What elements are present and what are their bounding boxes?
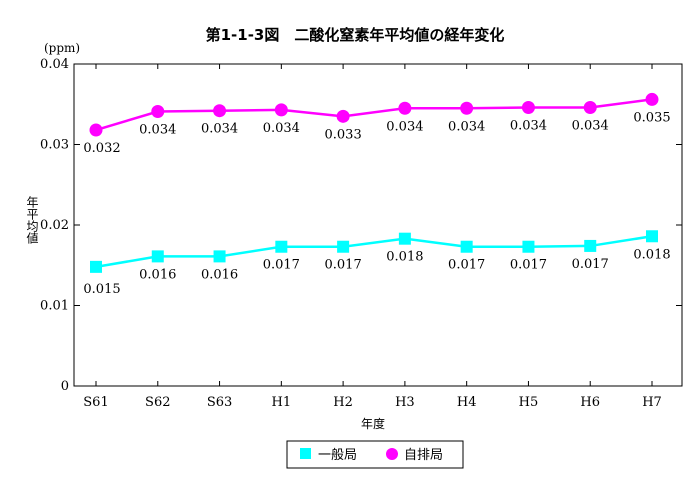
x-tick-label: S61 xyxy=(83,395,108,410)
data-point xyxy=(584,239,597,252)
data-label: 0.017 xyxy=(572,257,609,272)
data-label: 0.018 xyxy=(633,247,670,262)
data-label: 0.017 xyxy=(325,258,362,273)
x-tick-label: H2 xyxy=(333,395,353,410)
x-tick-label: H3 xyxy=(395,395,415,410)
legend-marker-ippankyoku xyxy=(300,448,311,459)
data-label: 0.034 xyxy=(386,119,423,134)
data-label: 0.018 xyxy=(386,250,423,265)
data-point xyxy=(213,104,227,118)
x-axis: S61 S62 S63 H1 H2 H3 H4 H5 H6 H7 xyxy=(83,64,662,410)
x-tick-label: H4 xyxy=(457,395,477,410)
data-point xyxy=(89,123,103,137)
y-unit-label: (ppm) xyxy=(44,41,80,55)
x-tick-label: S62 xyxy=(145,395,170,410)
data-label: 0.017 xyxy=(510,258,547,273)
x-tick-label: H1 xyxy=(272,395,292,410)
data-point xyxy=(522,240,535,253)
legend-box xyxy=(286,440,464,469)
data-point xyxy=(521,100,535,114)
legend: 一般局 自排局 xyxy=(286,440,464,469)
data-point xyxy=(460,240,473,253)
y-axis-label: 年平均値 xyxy=(25,196,39,244)
data-label: 0.034 xyxy=(448,119,485,134)
series-ippankyoku: 0.015 0.016 0.016 0.017 0.017 0.018 0.017 0.017… xyxy=(83,230,671,297)
data-label: 0.034 xyxy=(139,122,176,137)
data-point xyxy=(213,250,226,263)
data-point xyxy=(151,250,164,263)
chart-title: 第1-1-3図 二酸化窒素年平均値の経年変化 xyxy=(206,26,505,44)
data-point xyxy=(645,92,659,106)
data-label: 0.017 xyxy=(263,258,300,273)
series-jihaikyoku: 0.032 0.034 0.034 0.034 0.033 0.034 0.034 0.034… xyxy=(83,92,671,156)
y-tick-label: 0.03 xyxy=(40,138,69,153)
data-point xyxy=(151,104,165,118)
data-point xyxy=(460,101,474,115)
data-label: 0.032 xyxy=(83,141,120,156)
legend-marker-jihaikyoku xyxy=(386,448,398,460)
data-point xyxy=(398,232,411,245)
data-point xyxy=(274,103,288,117)
data-point xyxy=(90,260,102,273)
data-point xyxy=(583,100,597,114)
data-label: 0.017 xyxy=(448,258,485,273)
data-point xyxy=(646,230,658,243)
y-tick-label: 0 xyxy=(61,379,69,394)
legend-label-jihaikyoku: 自排局 xyxy=(404,448,443,463)
y-axis: 0 0.01 0.02 0.03 0.04 xyxy=(40,57,682,394)
data-label: 0.034 xyxy=(201,122,238,137)
data-label: 0.034 xyxy=(263,121,300,136)
legend-label-ippankyoku: 一般局 xyxy=(318,447,357,463)
y-tick-label: 0.02 xyxy=(40,218,69,233)
data-label: 0.034 xyxy=(510,118,547,133)
x-tick-label: S63 xyxy=(207,395,232,410)
x-tick-label: H7 xyxy=(642,395,662,410)
y-tick-label: 0.04 xyxy=(40,57,69,72)
series-layer: 0.015 0.016 0.016 0.017 0.017 0.018 0.017 0.017… xyxy=(83,92,671,297)
data-label: 0.015 xyxy=(83,282,120,297)
series-line xyxy=(95,235,653,269)
y-tick-label: 0.01 xyxy=(40,299,69,314)
data-point xyxy=(337,240,350,253)
x-tick-label: H6 xyxy=(580,395,600,410)
x-tick-label: H5 xyxy=(519,395,539,410)
data-label: 0.035 xyxy=(633,110,670,125)
data-label: 0.016 xyxy=(201,267,238,282)
data-label: 0.033 xyxy=(325,127,362,142)
data-label: 0.016 xyxy=(139,267,176,282)
data-point xyxy=(336,109,350,123)
series-line xyxy=(95,98,653,132)
data-point xyxy=(275,240,288,253)
x-axis-label: 年度 xyxy=(361,416,385,431)
data-label: 0.034 xyxy=(572,118,609,133)
data-point xyxy=(398,101,412,115)
